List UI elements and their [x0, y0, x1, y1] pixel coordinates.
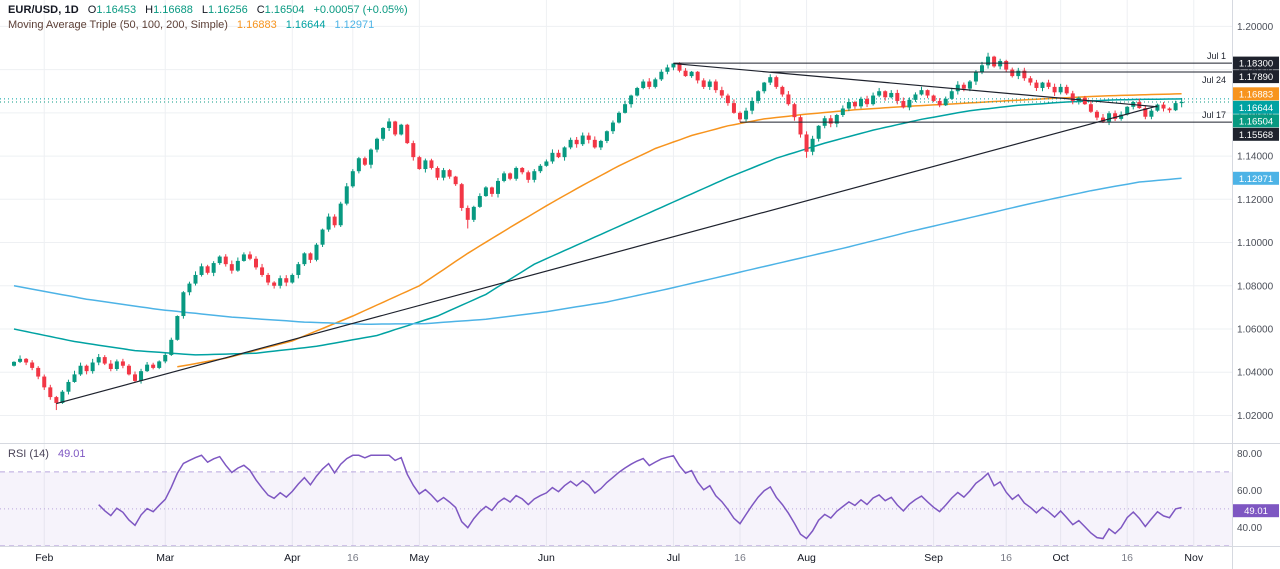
ma-line-sma-100: [13, 98, 1182, 356]
svg-text:Oct: Oct: [1052, 552, 1068, 564]
ma100-value: 1.16644: [285, 19, 326, 31]
svg-text:Jul: Jul: [667, 552, 680, 564]
price-badge-1.17890: [1233, 70, 1279, 84]
svg-text:1.16504: 1.16504: [1239, 116, 1273, 127]
svg-text:Jun: Jun: [538, 552, 555, 564]
price-badge-1.16883: [1233, 87, 1279, 101]
high-value: 1.16688: [153, 4, 193, 16]
price-badge-1.18300: [1233, 56, 1279, 70]
svg-text:1.02000: 1.02000: [1237, 411, 1274, 422]
open-value: 1.16453: [96, 4, 137, 16]
svg-text:1.18300: 1.18300: [1239, 59, 1273, 70]
svg-text:40.00: 40.00: [1237, 523, 1262, 534]
svg-text:80.00: 80.00: [1237, 449, 1262, 460]
open-label: O: [87, 4, 97, 16]
rsi-bands: [0, 471, 1232, 547]
low-value: 1.16256: [207, 4, 248, 16]
svg-text:Feb: Feb: [35, 552, 53, 564]
svg-text:1.16883: 1.16883: [1239, 89, 1273, 100]
price-axis[interactable]: 1.200001.180001.160001.140001.120001.100…: [1232, 0, 1280, 569]
close-value: 1.16504: [264, 4, 305, 16]
svg-text:1.14000: 1.14000: [1237, 152, 1274, 163]
svg-text:1.12971: 1.12971: [1239, 174, 1273, 185]
rsi-indicator-title: RSI (14): [8, 448, 49, 460]
rsi-legend: RSI (14) 49.01: [8, 448, 86, 460]
close-label: C: [256, 4, 265, 16]
svg-text:Mar: Mar: [156, 552, 175, 564]
svg-text:Sep: Sep: [924, 552, 943, 564]
svg-text:16: 16: [734, 552, 746, 564]
svg-text:1.20000: 1.20000: [1237, 22, 1274, 33]
svg-text:1.04000: 1.04000: [1237, 368, 1274, 379]
svg-text:Apr: Apr: [284, 552, 301, 564]
time-axis[interactable]: Feb Mar Apr 16 May Jun Jul 16 Aug Sep 16 Oct 16 Nov: [35, 552, 1204, 564]
svg-text:Aug: Aug: [797, 552, 816, 564]
ma-line-sma-50: [177, 93, 1182, 368]
ohlc-low: L 1.16256: [202, 4, 248, 16]
price-badge-1.16644: [1233, 100, 1279, 114]
svg-text:1.16000: 1.16000: [1237, 108, 1274, 119]
low-label: L: [201, 4, 208, 16]
ohlc-close: C 1.16504: [257, 4, 305, 16]
svg-text:May: May: [409, 552, 430, 564]
symbol-title: EUR/USD, 1D: [8, 4, 79, 16]
svg-text:16: 16: [1000, 552, 1012, 564]
svg-text:1.08000: 1.08000: [1237, 281, 1274, 292]
grid-lines: [0, 0, 1232, 546]
ma-legend: Moving Average Triple (50, 100, 200, Sim…: [8, 19, 374, 31]
ohlc-high: H 1.16688: [145, 4, 193, 16]
ray-date-label: Jul 17: [1202, 110, 1226, 120]
svg-text:1.06000: 1.06000: [1237, 325, 1274, 336]
ma200-value: 1.12971: [334, 19, 375, 31]
svg-text:60.00: 60.00: [1237, 486, 1262, 497]
ray-date-label: Jul 24: [1202, 75, 1226, 85]
rsi-badge: [1233, 504, 1279, 518]
svg-text:49.01: 49.01: [1244, 506, 1268, 517]
price-lines: [0, 98, 1232, 103]
high-label: H: [145, 4, 154, 16]
rsi-line[interactable]: [98, 454, 1182, 540]
axis-badges: 1.18300 1.17890 1.16883 1.16644 1.16504 1.155…: [1233, 56, 1279, 518]
pane-separators: [0, 443, 1280, 547]
svg-text:Nov: Nov: [1184, 552, 1203, 564]
ma-indicator-title: Moving Average Triple (50, 100, 200, Sim…: [8, 19, 228, 31]
ohlc-open: O 1.16453: [88, 4, 136, 16]
svg-text:1.15568: 1.15568: [1239, 130, 1273, 141]
ma50-value: 1.16883: [236, 19, 277, 31]
rsi-value: 49.01: [57, 448, 86, 460]
svg-text:1.17890: 1.17890: [1239, 72, 1273, 83]
change-value: +0.00057 (+0.05%): [313, 4, 408, 16]
svg-text:16: 16: [1121, 552, 1133, 564]
candlestick-series[interactable]: [12, 52, 1184, 411]
svg-text:1.16644: 1.16644: [1239, 103, 1273, 114]
moving-average-lines: [13, 93, 1182, 368]
price-badge-1.16504: [1233, 114, 1279, 128]
ma-line-sma-200: [13, 177, 1182, 325]
svg-text:1.10000: 1.10000: [1237, 238, 1274, 249]
svg-text:1.12000: 1.12000: [1237, 195, 1274, 206]
ray-date-label: Jul 1: [1207, 51, 1226, 61]
price-badge-1.15568: [1233, 127, 1279, 141]
symbol-legend: EUR/USD, 1D O 1.16453 H 1.16688 L 1.16256 C…: [8, 4, 408, 16]
price-badge-1.12971: [1233, 171, 1279, 185]
trend-lines[interactable]: Jul 1 Jul 24 Jul 17: [56, 51, 1232, 405]
svg-text:16: 16: [347, 552, 359, 564]
